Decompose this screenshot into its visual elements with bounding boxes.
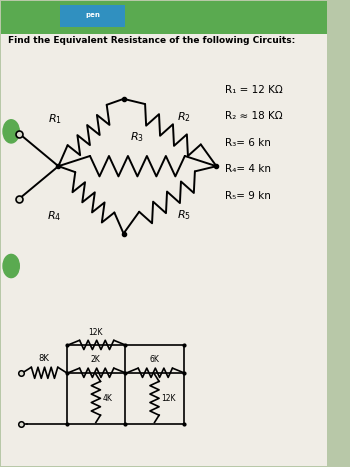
Text: $R_1$: $R_1$ (48, 112, 62, 126)
Text: R₃= 6 kn: R₃= 6 kn (225, 138, 271, 148)
Text: 2K: 2K (91, 355, 101, 364)
Text: R₁ = 12 KΩ: R₁ = 12 KΩ (225, 85, 282, 95)
Text: R₄= 4 kn: R₄= 4 kn (225, 164, 271, 174)
Text: $R_4$: $R_4$ (47, 209, 62, 223)
Text: pen: pen (85, 12, 100, 18)
FancyBboxPatch shape (1, 1, 327, 34)
Text: R₂ ≈ 18 KΩ: R₂ ≈ 18 KΩ (225, 112, 282, 121)
FancyBboxPatch shape (1, 1, 327, 466)
Circle shape (3, 120, 19, 143)
Text: Find the Equivalent Resistance of the following Circuits:: Find the Equivalent Resistance of the fo… (8, 36, 295, 45)
Text: 8K: 8K (38, 354, 49, 362)
Circle shape (3, 255, 19, 277)
Text: 12K: 12K (162, 394, 176, 403)
Text: $R_5$: $R_5$ (176, 208, 190, 222)
FancyBboxPatch shape (60, 5, 125, 27)
Text: R₅= 9 kn: R₅= 9 kn (225, 191, 271, 201)
Text: $R_2$: $R_2$ (176, 110, 190, 124)
Text: 6K: 6K (149, 355, 160, 364)
Text: 12K: 12K (89, 327, 103, 337)
Text: $R_3$: $R_3$ (131, 130, 145, 144)
Text: 4K: 4K (103, 394, 113, 403)
